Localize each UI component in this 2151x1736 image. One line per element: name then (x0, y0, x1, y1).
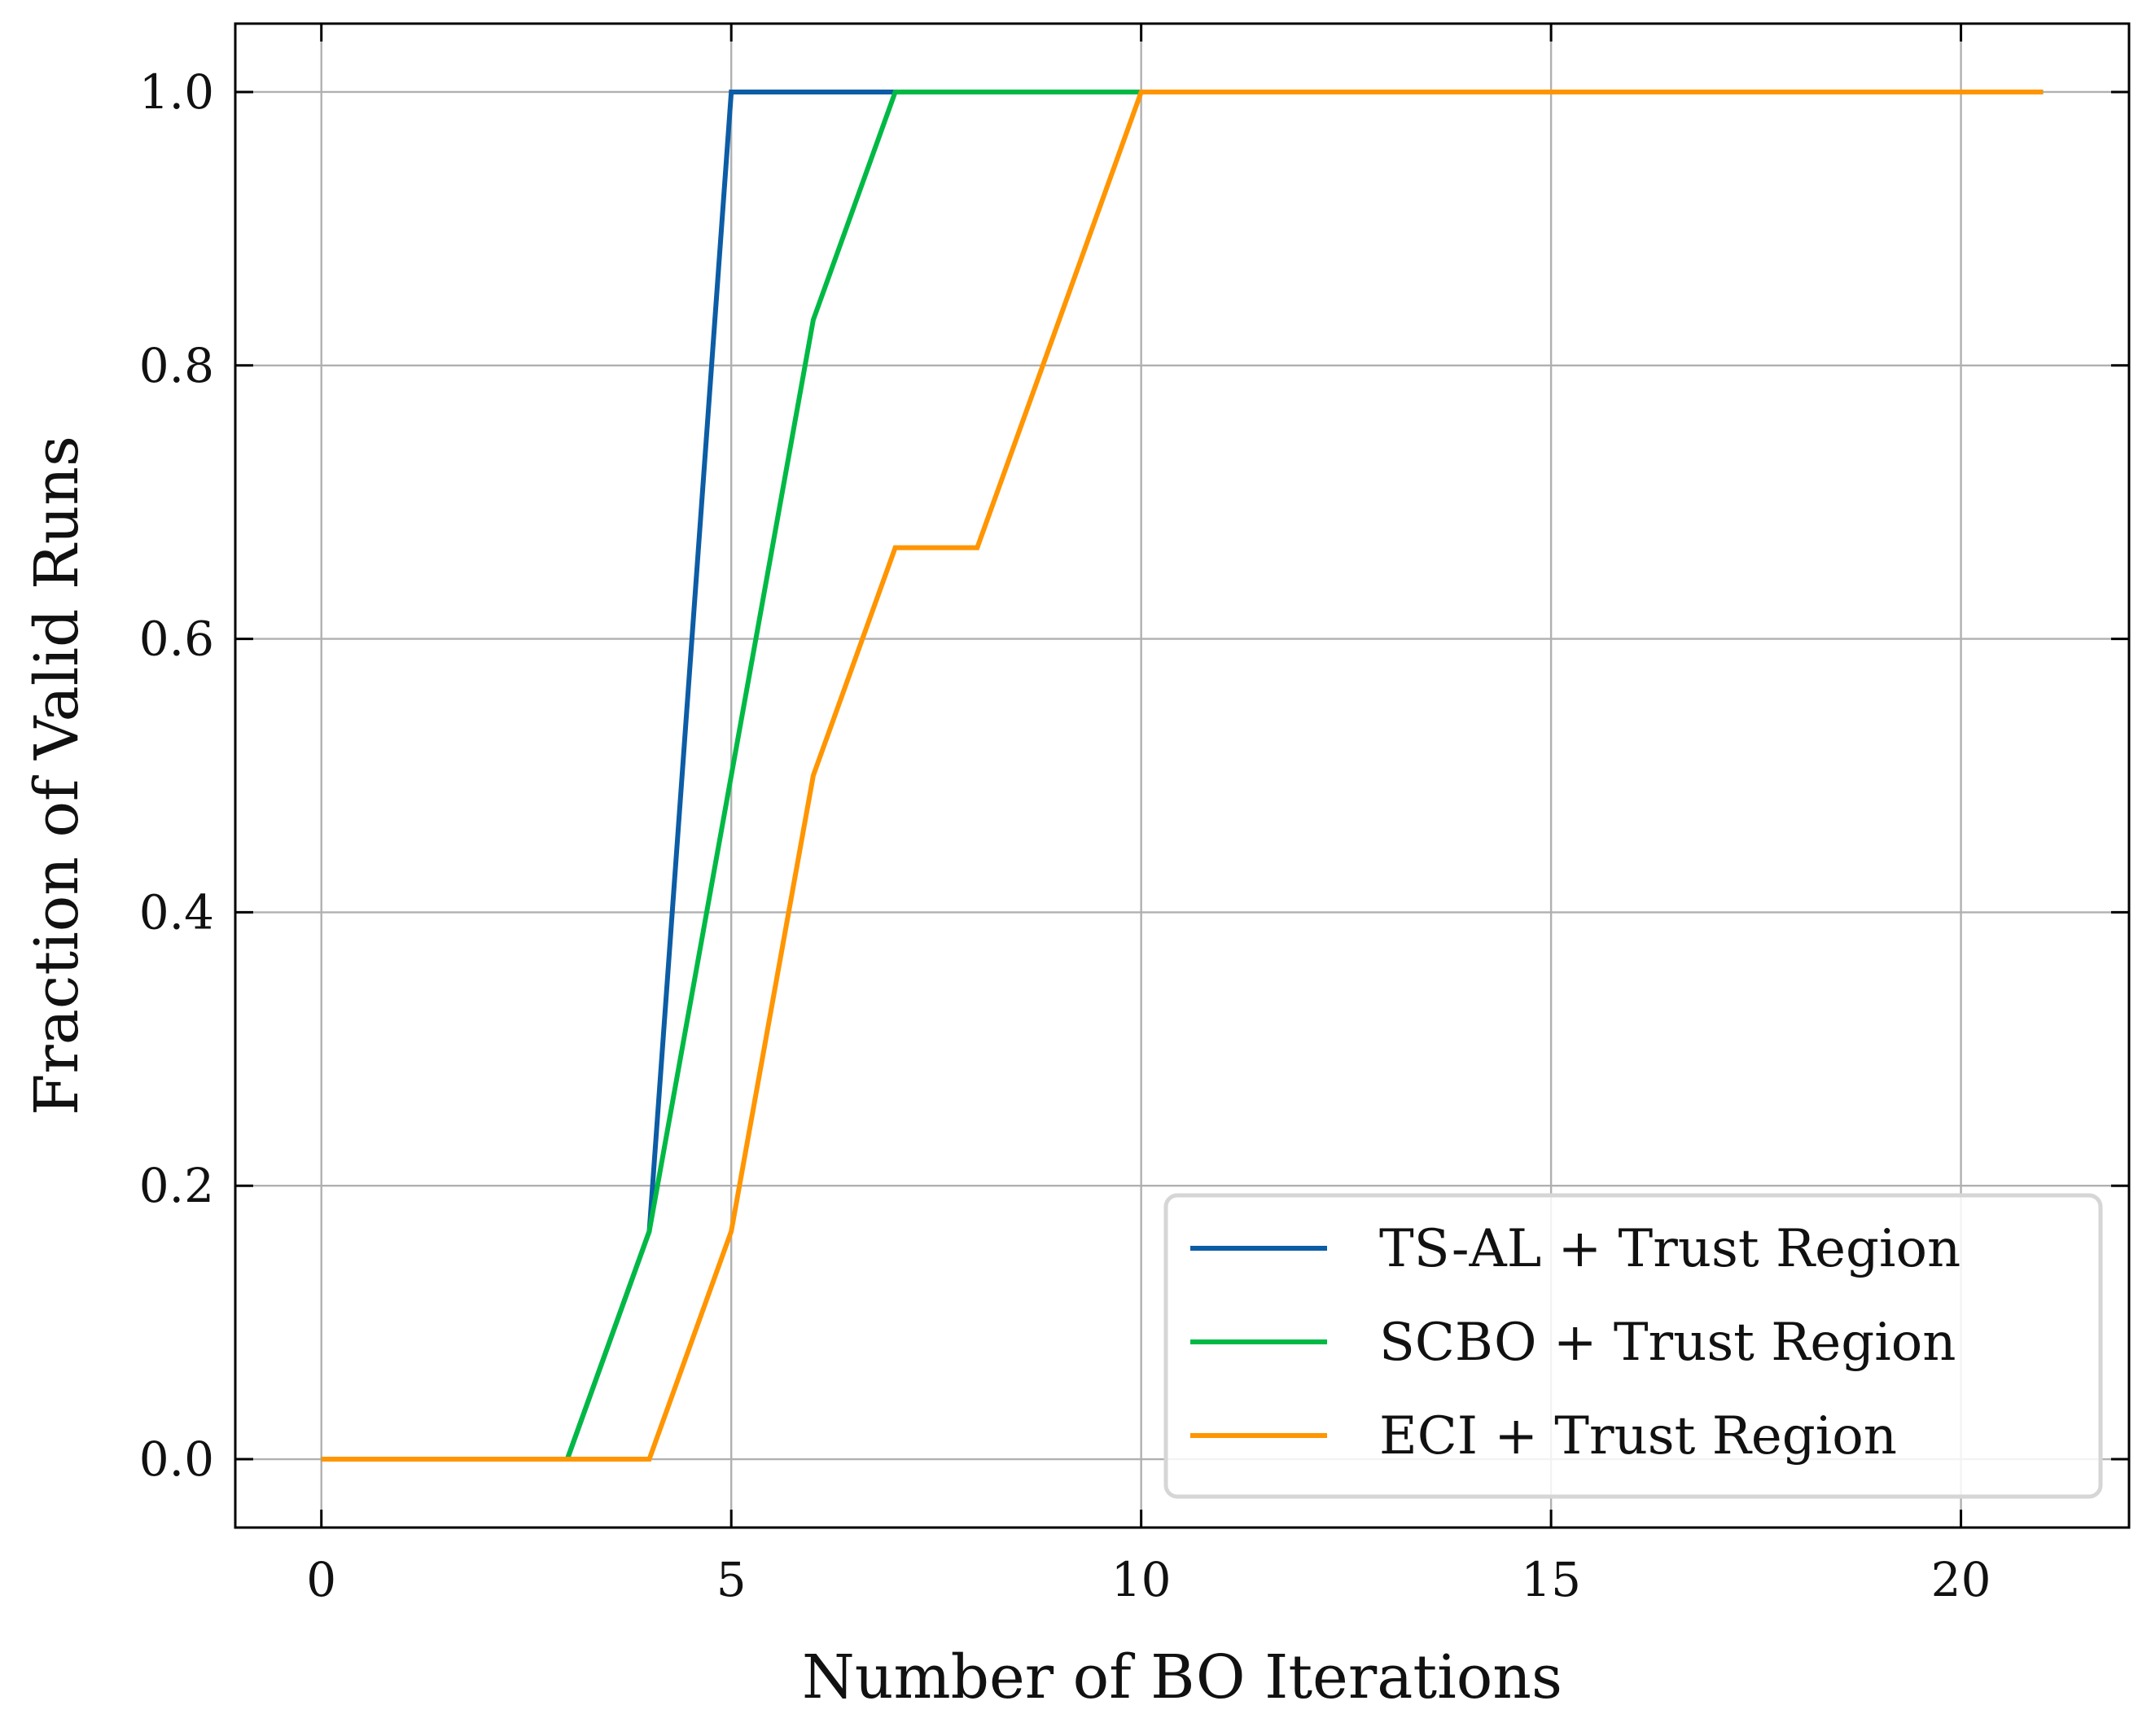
legend: TS-AL + Trust Region SCBO + Trust Region E… (1163, 1193, 2103, 1499)
y-axis-title: Fraction of Valid Runs (22, 436, 92, 1116)
plot-frame (234, 22, 2131, 1529)
x-tick-label: 0 (306, 1552, 336, 1607)
x-tick-label: 20 (1931, 1552, 1991, 1607)
x-axis-title: Number of BO Iterations (802, 1642, 1562, 1712)
y-tick-label: 0.4 (139, 884, 214, 940)
series-line (321, 90, 2044, 1462)
x-tick-label: 5 (716, 1552, 747, 1607)
x-tick-label: 15 (1521, 1552, 1581, 1607)
y-tick-label: 0.2 (139, 1158, 214, 1213)
y-tick-label: 0.0 (139, 1431, 214, 1487)
series-lines (321, 90, 2044, 1462)
legend-label: TS-AL + Trust Region (1379, 1219, 1960, 1279)
legend-box (1163, 1193, 2103, 1499)
axis-ticks: 0 5 10 15 20 0.0 0.2 0.4 0.6 0.8 1.0 (139, 24, 2129, 1607)
y-tick-label: 0.8 (139, 338, 214, 393)
x-tick-label: 10 (1111, 1552, 1172, 1607)
legend-label: ECI + Trust Region (1379, 1406, 1897, 1466)
y-tick-label: 1.0 (139, 64, 214, 120)
legend-label: SCBO + Trust Region (1379, 1313, 1956, 1373)
y-tick-label: 0.6 (139, 612, 214, 667)
